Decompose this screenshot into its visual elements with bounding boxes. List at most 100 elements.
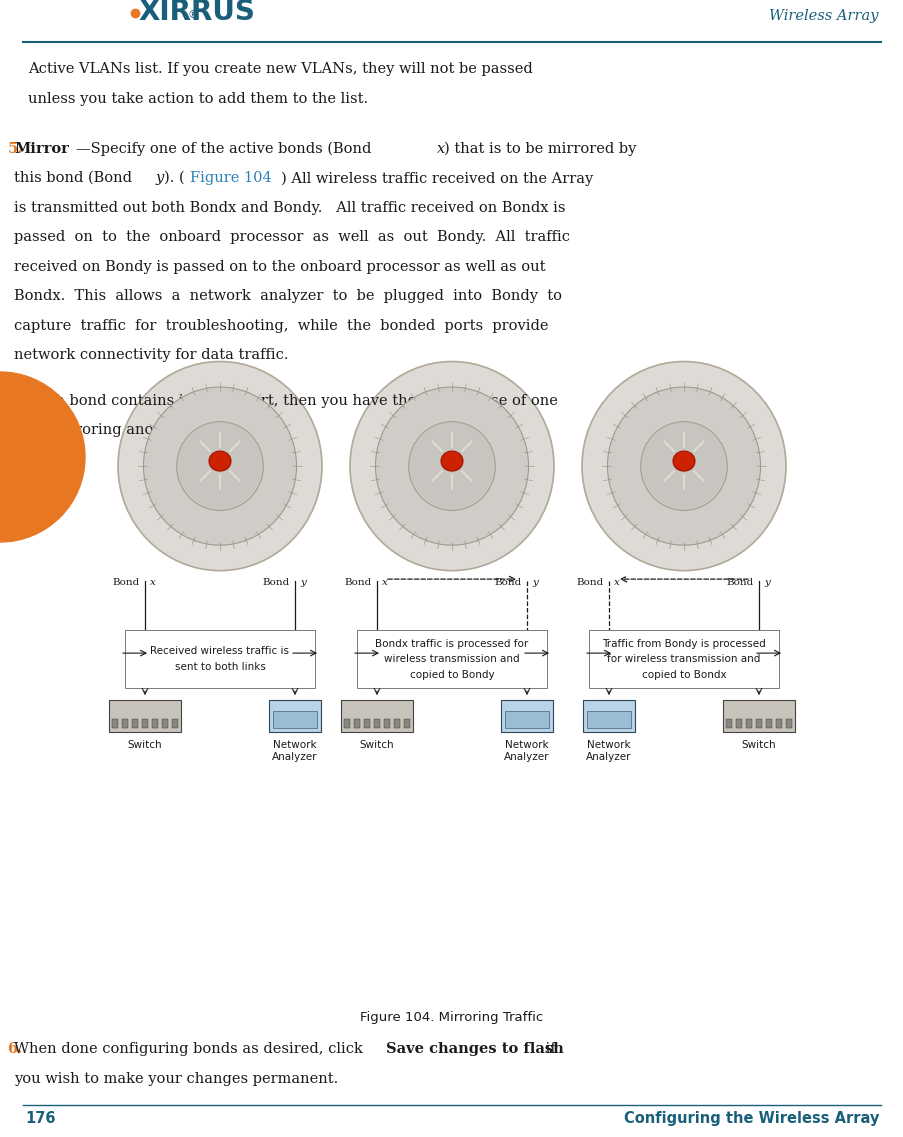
FancyBboxPatch shape: [394, 719, 399, 728]
Text: y: y: [300, 578, 305, 587]
Text: Received wireless traffic is: Received wireless traffic is: [150, 646, 289, 656]
Text: Bond: Bond: [263, 578, 290, 587]
Ellipse shape: [349, 362, 554, 571]
Text: If each bond contains just one port, then you have the simple case of one: If each bond contains just one port, the…: [14, 393, 558, 408]
FancyBboxPatch shape: [589, 630, 778, 688]
Text: wireless transmission and: wireless transmission and: [384, 654, 519, 664]
Text: Switch: Switch: [127, 740, 163, 750]
Text: Switch: Switch: [740, 740, 776, 750]
Ellipse shape: [441, 451, 462, 471]
Text: 176: 176: [25, 1111, 55, 1126]
Text: Figure 104: Figure 104: [191, 172, 272, 185]
Ellipse shape: [118, 362, 321, 571]
FancyBboxPatch shape: [273, 711, 317, 728]
Text: Figure 104. Mirroring Traffic: Figure 104. Mirroring Traffic: [360, 1011, 543, 1024]
Text: unless you take action to add them to the list.: unless you take action to add them to th…: [29, 91, 368, 106]
Text: x: x: [382, 578, 387, 587]
Text: Bond​x.  This  allows  a  network  analyzer  to  be  plugged  into  Bond​y  to: Bond​x. This allows a network analyzer t…: [14, 289, 562, 304]
FancyBboxPatch shape: [404, 719, 409, 728]
Text: port mirroring another.: port mirroring another.: [14, 423, 188, 438]
Text: Traffic from Bondy is processed: Traffic from Bondy is processed: [601, 639, 765, 648]
FancyBboxPatch shape: [142, 719, 147, 728]
Text: network connectivity for data traffic.: network connectivity for data traffic.: [14, 348, 289, 363]
Text: x: x: [613, 578, 619, 587]
Text: y: y: [156, 172, 164, 185]
Text: When done configuring bonds as desired, click: When done configuring bonds as desired, …: [14, 1041, 368, 1056]
Text: x: x: [150, 578, 155, 587]
FancyBboxPatch shape: [269, 700, 321, 732]
Ellipse shape: [375, 387, 528, 545]
Text: y: y: [763, 578, 769, 587]
Text: Network
Analyzer: Network Analyzer: [504, 740, 549, 762]
FancyBboxPatch shape: [786, 719, 791, 728]
Text: —Specify one of the active bonds (Bond: —Specify one of the active bonds (Bond: [77, 142, 371, 156]
Ellipse shape: [607, 387, 759, 545]
FancyBboxPatch shape: [132, 719, 137, 728]
Text: x: x: [436, 142, 444, 156]
FancyBboxPatch shape: [756, 719, 761, 728]
Text: ) that is to be mirrored by: ) that is to be mirrored by: [444, 142, 637, 156]
Ellipse shape: [176, 422, 263, 511]
Text: Bondx traffic is processed for: Bondx traffic is processed for: [375, 639, 528, 648]
FancyBboxPatch shape: [364, 719, 369, 728]
FancyBboxPatch shape: [776, 719, 781, 728]
Text: Active VLANs list. If you create new VLANs, they will not be passed: Active VLANs list. If you create new VLA…: [29, 63, 533, 76]
Text: y: y: [531, 578, 537, 587]
FancyBboxPatch shape: [109, 700, 181, 732]
Text: Save changes to flash: Save changes to flash: [386, 1041, 563, 1056]
FancyBboxPatch shape: [152, 719, 158, 728]
Text: received on Bond​y is passed on to the onboard processor as well as out: received on Bond​y is passed on to the o…: [14, 259, 545, 274]
FancyBboxPatch shape: [500, 700, 553, 732]
FancyBboxPatch shape: [722, 700, 794, 732]
Text: 6.: 6.: [7, 1041, 23, 1056]
Text: this bond (Bond: this bond (Bond: [14, 172, 133, 185]
FancyBboxPatch shape: [162, 719, 168, 728]
Ellipse shape: [640, 422, 727, 511]
Text: Bond: Bond: [576, 578, 603, 587]
Ellipse shape: [672, 451, 694, 471]
FancyBboxPatch shape: [582, 700, 634, 732]
FancyBboxPatch shape: [122, 719, 127, 728]
Text: Bond: Bond: [344, 578, 372, 587]
Text: Wireless Array: Wireless Array: [768, 9, 878, 23]
Ellipse shape: [209, 451, 231, 471]
Text: for wireless transmission and: for wireless transmission and: [607, 654, 759, 664]
Text: Switch: Switch: [359, 740, 394, 750]
Text: sent to both links: sent to both links: [174, 662, 265, 672]
Text: you wish to make your changes permanent.: you wish to make your changes permanent.: [14, 1071, 339, 1086]
Text: XIRRUS: XIRRUS: [138, 0, 255, 26]
FancyBboxPatch shape: [357, 630, 546, 688]
FancyBboxPatch shape: [374, 719, 379, 728]
Text: Bond: Bond: [726, 578, 753, 587]
FancyBboxPatch shape: [172, 719, 178, 728]
Text: Network
Analyzer: Network Analyzer: [586, 740, 631, 762]
FancyBboxPatch shape: [745, 719, 751, 728]
Text: 5.: 5.: [7, 142, 23, 156]
FancyBboxPatch shape: [340, 700, 413, 732]
Ellipse shape: [582, 362, 785, 571]
Text: Bond: Bond: [494, 578, 521, 587]
FancyBboxPatch shape: [354, 719, 359, 728]
FancyBboxPatch shape: [125, 630, 314, 688]
Text: is transmitted out both Bond​x and Bond​y.   All traffic received on Bond​x is: is transmitted out both Bond​x and Bond​…: [14, 200, 565, 215]
Text: Configuring the Wireless Array: Configuring the Wireless Array: [623, 1111, 878, 1126]
Text: Network
Analyzer: Network Analyzer: [272, 740, 317, 762]
Ellipse shape: [408, 422, 495, 511]
Wedge shape: [0, 372, 85, 542]
Text: copied to Bondx: copied to Bondx: [641, 670, 725, 680]
Text: Mirror: Mirror: [14, 142, 70, 156]
FancyBboxPatch shape: [384, 719, 389, 728]
FancyBboxPatch shape: [112, 719, 117, 728]
Text: Bond: Bond: [113, 578, 140, 587]
Text: capture  traffic  for  troubleshooting,  while  the  bonded  ports  provide: capture traffic for troubleshooting, whi…: [14, 318, 548, 333]
FancyBboxPatch shape: [586, 711, 630, 728]
Ellipse shape: [144, 387, 296, 545]
FancyBboxPatch shape: [766, 719, 771, 728]
Text: ). (: ). (: [164, 172, 185, 185]
Text: copied to Bondy: copied to Bondy: [409, 670, 494, 680]
FancyBboxPatch shape: [505, 711, 548, 728]
FancyBboxPatch shape: [735, 719, 741, 728]
Text: ) All wireless traffic received on the Array: ) All wireless traffic received on the A…: [281, 172, 593, 185]
FancyBboxPatch shape: [725, 719, 731, 728]
Text: if: if: [541, 1041, 555, 1056]
